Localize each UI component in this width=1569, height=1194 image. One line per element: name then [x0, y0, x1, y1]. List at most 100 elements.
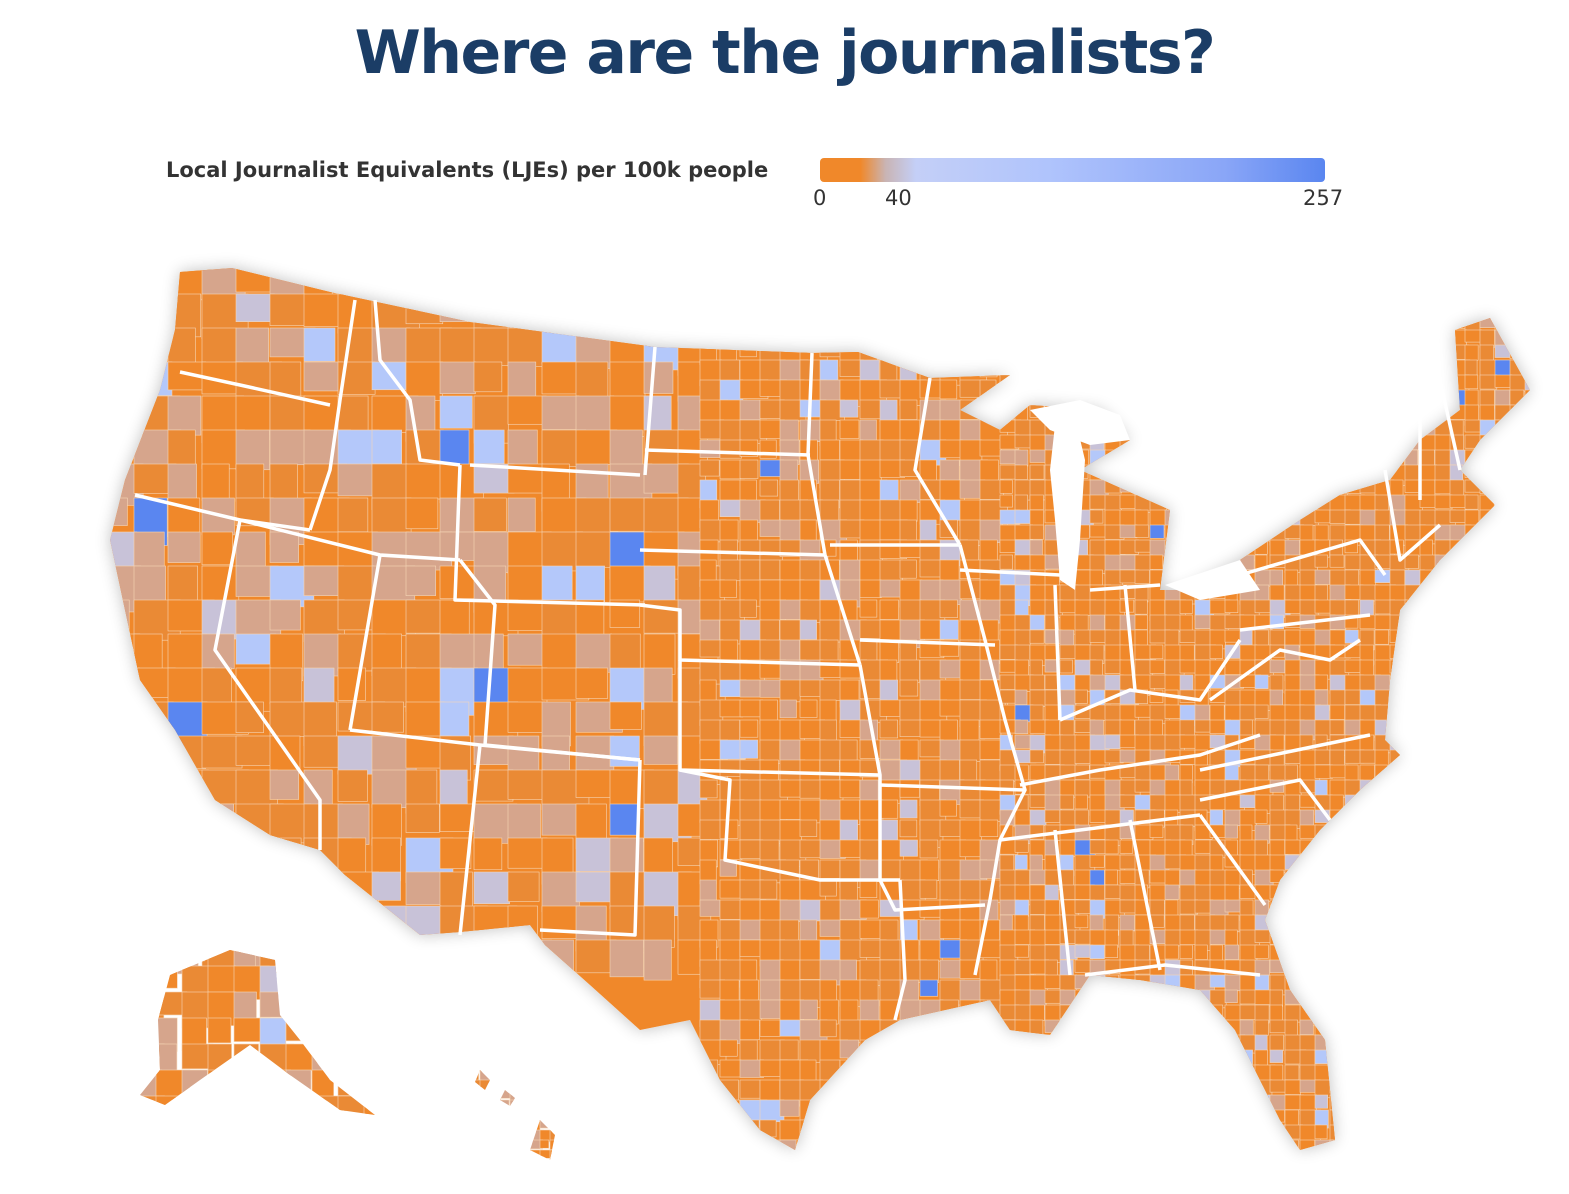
county-cell: [1074, 974, 1096, 989]
county-cell: [1209, 359, 1231, 375]
county-cell: [1479, 1019, 1498, 1040]
county-cell: [1209, 1064, 1228, 1086]
county-cell: [1269, 359, 1284, 379]
county-cell: [1089, 854, 1105, 868]
county-cell: [1464, 974, 1481, 995]
county-cell: [779, 679, 801, 703]
county-cell: [759, 479, 779, 497]
county-cell: [1434, 929, 1450, 947]
county-cell: [1164, 1139, 1182, 1157]
county-cell: [1269, 1064, 1284, 1081]
county-cell: [1119, 749, 1136, 763]
county-cell: [1344, 989, 1361, 1008]
legend-tick-min: 0: [813, 186, 827, 210]
county-cell: [699, 1059, 719, 1084]
county-cell: [1494, 584, 1515, 600]
county-cell: [1194, 944, 1208, 960]
county-cell: [1029, 674, 1045, 691]
county-cell: [1014, 1064, 1032, 1087]
county-cell: [235, 395, 271, 435]
county-cell: [1209, 1124, 1230, 1143]
county-cell: [549, 1119, 561, 1132]
county-cell: [1134, 944, 1150, 961]
county-cell: [839, 1059, 857, 1085]
county-cell: [1359, 344, 1377, 363]
county-cell: [1524, 1094, 1530, 1116]
county-cell: [1344, 629, 1359, 644]
county-cell: [939, 999, 959, 1026]
county-cell: [1149, 434, 1163, 451]
county-cell: [1449, 824, 1471, 843]
county-cell: [1239, 374, 1262, 395]
county-cell: [1029, 704, 1044, 723]
county-cells[interactable]: [100, 260, 1546, 1176]
county-cell: [181, 939, 205, 962]
county-cell: [1299, 584, 1318, 601]
county-cell: [1179, 554, 1193, 572]
county-cell: [337, 1043, 367, 1077]
county-cell: [1464, 524, 1483, 542]
county-cell: [1194, 374, 1215, 391]
county-cell: [1284, 569, 1299, 588]
county-cell: [959, 719, 980, 741]
county-cell: [1269, 344, 1291, 364]
county-cell: [1509, 929, 1530, 943]
county-cell: [879, 339, 903, 363]
county-cell: [1404, 974, 1424, 994]
county-cell: [1374, 1049, 1391, 1064]
county-cell: [1224, 1109, 1246, 1124]
border-pa-south: [1239, 613, 1371, 632]
border-fl-north: [1084, 963, 1261, 977]
county-cell: [1509, 644, 1523, 661]
county-cell: [1254, 314, 1275, 331]
county-cell: [1239, 1109, 1256, 1123]
county-cell: [529, 1159, 541, 1160]
county-cell: [1134, 359, 1153, 378]
county-cell: [1299, 404, 1314, 418]
county-cell: [1194, 839, 1212, 854]
county-cell: [1119, 989, 1137, 1004]
county-cell: [1269, 449, 1284, 470]
county-cell: [1344, 974, 1365, 991]
county-cell: [235, 293, 275, 322]
county-cell: [1329, 1004, 1346, 1021]
county-cell: [699, 1079, 718, 1109]
county-cell: [1134, 614, 1148, 630]
county-cell: [1494, 764, 1510, 779]
county-cell: [959, 679, 983, 700]
county-cell: [1014, 719, 1029, 734]
county-cell: [489, 1139, 502, 1152]
county-cell: [719, 1059, 742, 1078]
county-cell: [1374, 779, 1396, 797]
county-cell: [507, 497, 536, 532]
county-cell: [899, 719, 922, 738]
border-il-in: [1053, 584, 1062, 721]
county-cell: [899, 999, 922, 1024]
county-cell: [1209, 419, 1226, 437]
county-cell: [1224, 479, 1238, 501]
county-cell: [489, 1079, 503, 1091]
county-cell: [799, 579, 821, 603]
county-cell: [1404, 1004, 1424, 1024]
county-cell: [1464, 554, 1484, 568]
county-cell: [1164, 719, 1182, 737]
county-cell: [643, 429, 685, 467]
county-cell: [1284, 479, 1298, 494]
county-cell: [1389, 434, 1404, 454]
county-cell: [1329, 914, 1349, 932]
county-cell: [1479, 584, 1495, 606]
county-cell: [1314, 449, 1332, 467]
county-cell: [819, 1099, 837, 1119]
county-cell: [285, 1017, 309, 1042]
county-cell: [469, 1159, 483, 1160]
county-cell: [207, 1121, 233, 1149]
county-cell: [1389, 884, 1410, 905]
county-cell: [999, 554, 1013, 570]
county-cell: [839, 779, 861, 799]
county-cell: [1374, 1079, 1389, 1097]
county-cell: [1164, 989, 1182, 1004]
county-cell: [1029, 1094, 1047, 1114]
county-cell: [919, 979, 939, 997]
county-cell: [1089, 569, 1103, 586]
